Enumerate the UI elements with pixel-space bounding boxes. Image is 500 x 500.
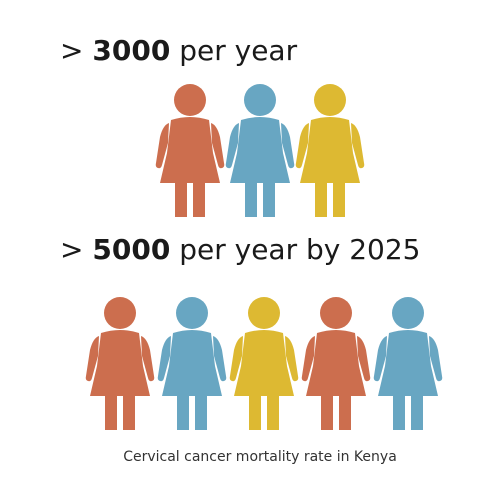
headline-prefix: >: [60, 34, 92, 67]
headline-number: 3000: [92, 34, 170, 67]
woman-figure-icon: [225, 83, 295, 223]
woman-figure-icon: [295, 83, 365, 223]
headline-prefix: >: [60, 233, 92, 266]
woman-figure-icon: [85, 296, 155, 436]
caption: Cervical cancer mortality rate in Kenya: [0, 450, 500, 464]
headline-suffix: per year: [170, 34, 297, 67]
woman-figure-icon: [301, 296, 371, 436]
headline-projected: > 5000 per year by 2025: [60, 236, 421, 264]
headline-current: > 3000 per year: [60, 37, 297, 65]
woman-figure-icon: [373, 296, 443, 436]
figure-row-current: [0, 83, 500, 223]
headline-number: 5000: [92, 233, 170, 266]
woman-figure-icon: [155, 83, 225, 223]
figure-row-projected: [0, 296, 500, 436]
headline-suffix: per year by 2025: [170, 233, 420, 266]
woman-figure-icon: [157, 296, 227, 436]
woman-figure-icon: [229, 296, 299, 436]
